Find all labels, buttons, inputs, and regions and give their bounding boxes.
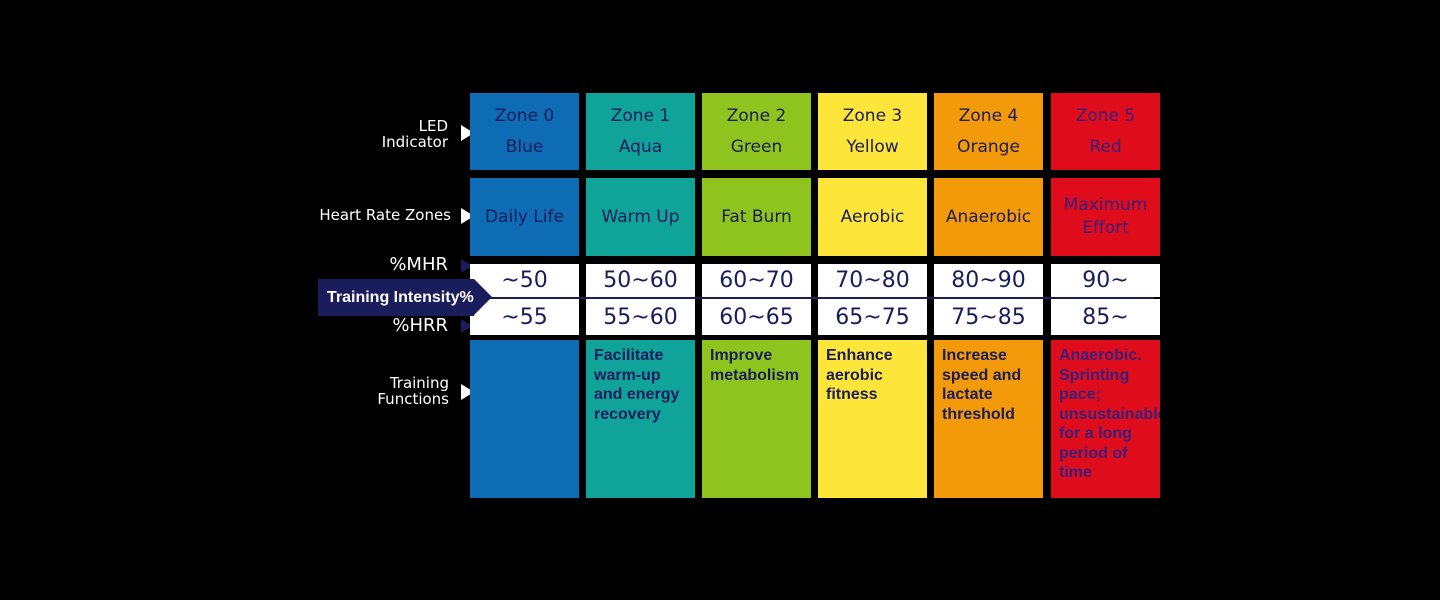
hrr-value: 60~65 bbox=[702, 299, 811, 335]
zone-color-name: Orange bbox=[957, 136, 1020, 157]
zone-color-name: Yellow bbox=[846, 136, 899, 157]
training-function-cell: Anaerobic. Sprinting pace; unsustainable… bbox=[1051, 340, 1160, 498]
mhr-value: 70~80 bbox=[818, 264, 927, 297]
training-function-cell: Improve metabolism bbox=[702, 340, 811, 498]
zone-name: Zone 2 bbox=[726, 105, 787, 126]
heart-rate-zone-cell: Anaerobic bbox=[934, 178, 1043, 256]
training-function-cell bbox=[470, 340, 579, 498]
training-functions-label: Training Functions bbox=[377, 374, 449, 408]
training-intensity-label: Training Intensity% bbox=[318, 279, 474, 316]
led-indicator-label: LED Indicator bbox=[381, 117, 448, 151]
zone-name: Zone 0 bbox=[494, 105, 555, 126]
heart-rate-zone-cell: Aerobic bbox=[818, 178, 927, 256]
led-cell: Zone 3 Yellow bbox=[818, 93, 927, 170]
mhr-value: 80~90 bbox=[934, 264, 1043, 297]
mhr-arrow-icon bbox=[461, 259, 472, 273]
hrr-arrow-icon bbox=[461, 319, 472, 333]
hrr-label: %HRR bbox=[392, 315, 448, 336]
zone-color-name: Aqua bbox=[618, 136, 663, 157]
zone-name: Zone 5 bbox=[1075, 105, 1136, 126]
hrr-value: 75~85 bbox=[934, 299, 1043, 335]
training-intensity-arrow-icon bbox=[474, 279, 492, 315]
heart-rate-zone-cell: Warm Up bbox=[586, 178, 695, 256]
training-function-cell: Facilitate warm-up and energy recovery bbox=[586, 340, 695, 498]
hrr-value: 55~60 bbox=[586, 299, 695, 335]
training-function-cell: Enhance aerobic fitness bbox=[818, 340, 927, 498]
zone-color-name: Blue bbox=[505, 136, 544, 157]
zone-color-name: Red bbox=[1089, 136, 1122, 157]
zone-name: Zone 3 bbox=[842, 105, 903, 126]
training-intensity-line bbox=[470, 297, 1154, 299]
mhr-value: 60~70 bbox=[702, 264, 811, 297]
hrr-value: 65~75 bbox=[818, 299, 927, 335]
zone-name: Zone 1 bbox=[610, 105, 671, 126]
led-cell: Zone 2 Green bbox=[702, 93, 811, 170]
led-cell: Zone 4 Orange bbox=[934, 93, 1043, 170]
heart-rate-zone-cell: Fat Burn bbox=[702, 178, 811, 256]
led-cell: Zone 5 Red bbox=[1051, 93, 1160, 170]
heart-rate-zones-label: Heart Rate Zones bbox=[319, 206, 451, 224]
heart-rate-zone-cell: Maximum Effort bbox=[1051, 178, 1160, 256]
training-function-cell: Increase speed and lactate threshold bbox=[934, 340, 1043, 498]
zone-name: Zone 4 bbox=[958, 105, 1019, 126]
mhr-value: 90~ bbox=[1051, 264, 1160, 297]
hrr-value: 85~ bbox=[1051, 299, 1160, 335]
zone-color-name: Green bbox=[730, 136, 783, 157]
led-cell: Zone 0 Blue bbox=[470, 93, 579, 170]
led-cell: Zone 1 Aqua bbox=[586, 93, 695, 170]
heart-rate-zone-cell: Daily Life bbox=[470, 178, 579, 256]
mhr-value: 50~60 bbox=[586, 264, 695, 297]
mhr-label: %MHR bbox=[389, 254, 448, 275]
